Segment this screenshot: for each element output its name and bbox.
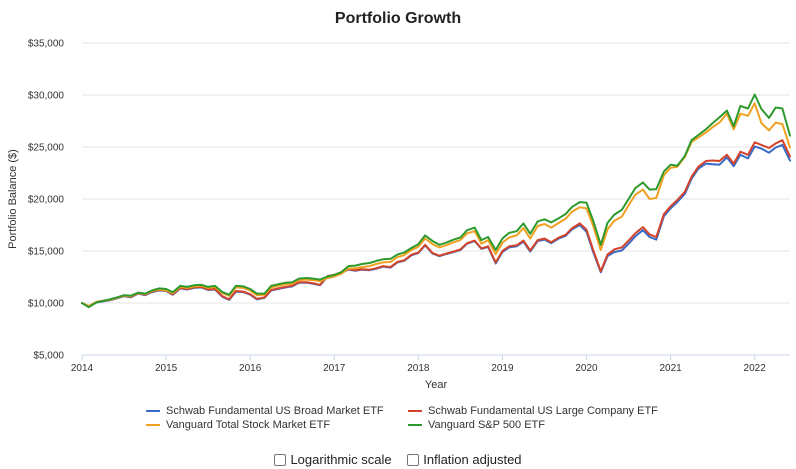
series-line-1	[81, 139, 791, 308]
legend-swatch	[408, 424, 422, 426]
legend-swatch	[146, 424, 160, 426]
legend-label: Schwab Fundamental US Large Company ETF	[428, 405, 658, 417]
y-tick-label: $20,000	[28, 195, 65, 206]
portfolio-growth-chart: Portfolio Growth $5,000 $10,000 $15,000 $20…	[7, 10, 791, 391]
x-tick-label: 2017	[323, 363, 346, 374]
legend-label: Vanguard Total Stock Market ETF	[166, 419, 331, 431]
y-tick-label: $15,000	[28, 247, 65, 258]
y-tick-label: $10,000	[28, 299, 65, 310]
x-tick-label: 2019	[491, 363, 514, 374]
grid	[82, 42, 790, 356]
legend-item-schwab-broad[interactable]: Schwab Fundamental US Broad Market ETF	[146, 405, 384, 417]
y-tick-label: $35,000	[28, 39, 65, 50]
series-line-3	[81, 93, 791, 309]
x-tick-label: 2020	[575, 363, 598, 374]
x-axis-ticks: 2014 2015 2016 2017 2018 2019 2020 2021 2022	[71, 355, 766, 374]
series-line-0	[81, 143, 791, 308]
x-tick-label: 2022	[744, 363, 767, 374]
y-tick-label: $30,000	[28, 91, 65, 102]
x-tick-label: 2018	[407, 363, 430, 374]
series-line-2	[81, 102, 791, 308]
y-axis-title: Portfolio Balance ($)	[7, 149, 19, 249]
x-tick-label: 2021	[659, 363, 682, 374]
logarithmic-scale-checkbox[interactable]	[274, 453, 287, 466]
logarithmic-scale-label: Logarithmic scale	[290, 452, 392, 467]
inflation-adjusted-option[interactable]: Inflation adjusted	[407, 452, 522, 467]
x-tick-label: 2016	[239, 363, 262, 374]
y-axis-ticks: $5,000 $10,000 $15,000 $20,000 $25,000 $30,00…	[28, 39, 65, 362]
legend-item-schwab-large[interactable]: Schwab Fundamental US Large Company ETF	[408, 405, 658, 417]
x-axis-title: Year	[425, 379, 448, 391]
x-tick-label: 2015	[155, 363, 178, 374]
legend-label: Vanguard S&P 500 ETF	[428, 419, 545, 431]
y-tick-label: $25,000	[28, 143, 65, 154]
legend-item-vanguard-total[interactable]: Vanguard Total Stock Market ETF	[146, 419, 330, 431]
chart-title: Portfolio Growth	[335, 10, 461, 27]
legend-label: Schwab Fundamental US Broad Market ETF	[166, 405, 384, 417]
logarithmic-scale-option[interactable]: Logarithmic scale	[274, 452, 392, 467]
inflation-adjusted-label: Inflation adjusted	[423, 452, 522, 467]
legend-item-vanguard-sp500[interactable]: Vanguard S&P 500 ETF	[408, 419, 545, 431]
legend-swatch	[408, 410, 422, 412]
series-lines	[81, 93, 791, 309]
legend-swatch	[146, 410, 160, 412]
y-tick-label: $5,000	[33, 351, 64, 362]
inflation-adjusted-checkbox[interactable]	[407, 453, 420, 466]
x-tick-label: 2014	[71, 363, 94, 374]
chart-options: Logarithmic scale Inflation adjusted	[0, 452, 796, 469]
